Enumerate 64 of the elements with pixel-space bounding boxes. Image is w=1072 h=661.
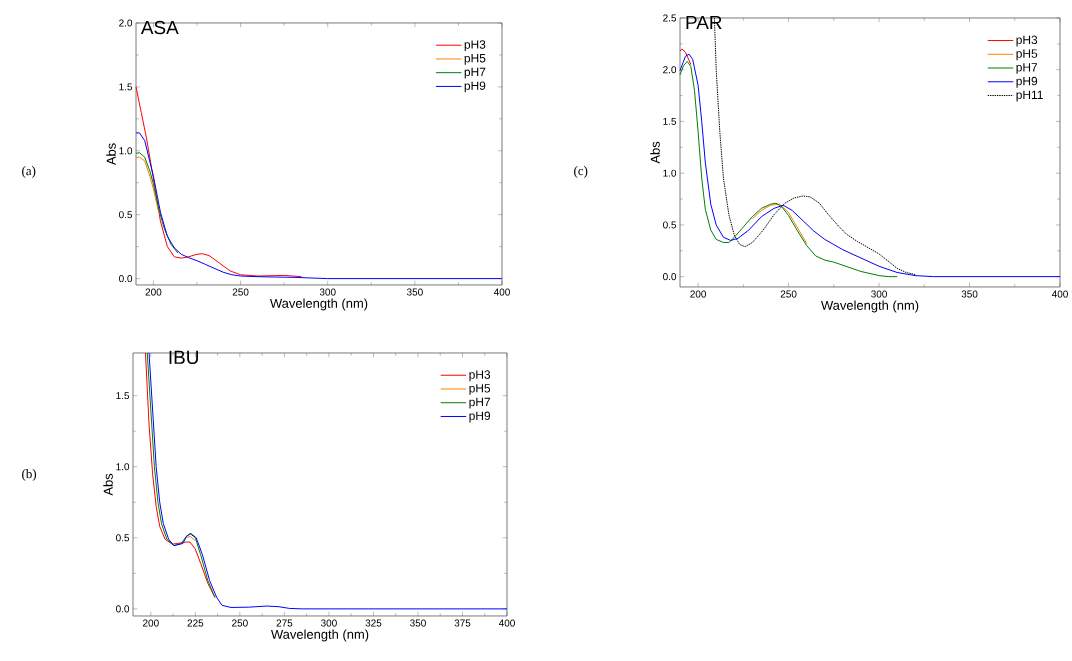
y-tick-label: 1.0	[663, 169, 677, 177]
x-tick-label: 400	[493, 288, 510, 296]
x-axis-title: Wavelength (nm)	[821, 300, 919, 313]
x-tick-label: 250	[232, 619, 248, 627]
line-series	[751, 203, 808, 245]
x-tick-label: 200	[690, 290, 707, 298]
legend-label: pH7	[1016, 63, 1038, 74]
x-tick-label: 250	[780, 290, 797, 298]
y-tick-label: 0.5	[116, 534, 130, 542]
legend-label: pH3	[464, 40, 486, 52]
text: (b)	[22, 469, 37, 481]
legend-label: pH7	[464, 67, 486, 79]
x-axis-title: Wavelength (nm)	[271, 629, 369, 642]
x-tick-label: 400	[498, 619, 515, 627]
legend-label: pH7	[469, 397, 490, 409]
legend-label: pH11	[1016, 90, 1043, 102]
x-tick-label: 225	[187, 619, 204, 627]
y-tick-label: 0.0	[116, 605, 130, 613]
y-tick-label: 0.0	[663, 273, 677, 281]
chart-title: IBU	[169, 350, 198, 365]
chart-title: PAR	[686, 15, 722, 29]
text: (a)	[22, 166, 36, 178]
line-series	[679, 48, 692, 66]
line-series	[135, 86, 303, 278]
x-tick-label: 250	[232, 288, 249, 296]
x-tick-label: 350	[410, 619, 426, 627]
y-tick-label: 2.0	[663, 66, 677, 74]
y-tick-label: 1.5	[663, 117, 677, 125]
x-tick-label: 400	[1051, 290, 1068, 298]
legend-label: pH5	[1016, 49, 1038, 61]
x-tick-label: 300	[320, 619, 337, 627]
legend-label: pH5	[464, 54, 486, 65]
legend-label: pH9	[1016, 76, 1038, 88]
y-tick-label: 0.5	[663, 221, 677, 229]
chart-title: ASA	[140, 20, 179, 35]
x-tick-label: 350	[961, 290, 978, 298]
y-tick-label: 1.5	[119, 83, 133, 91]
y-tick-label: 1.0	[119, 147, 133, 155]
line-series	[135, 156, 160, 213]
y-tick-label: 2.5	[663, 14, 677, 22]
y-tick-label: 0.5	[119, 211, 133, 219]
text: (c)	[574, 166, 588, 178]
x-tick-label: 200	[143, 619, 159, 627]
y-axis-title: Abs	[106, 143, 116, 166]
legend-label: pH3	[469, 370, 491, 382]
x-tick-label: 300	[319, 288, 336, 296]
y-tick-label: 0.0	[119, 275, 133, 283]
legend-label: pH3	[1016, 35, 1038, 47]
y-tick-label: 2.0	[119, 19, 133, 27]
y-axis-title: Abs	[103, 473, 113, 496]
y-axis-title: Abs	[650, 141, 660, 164]
x-tick-label: 375	[454, 619, 471, 627]
x-tick-label: 200	[145, 288, 162, 296]
legend-label: pH9	[464, 81, 486, 93]
x-tick-label: 325	[365, 619, 382, 627]
y-tick-label: 1.0	[116, 463, 130, 471]
y-tick-label: 1.5	[116, 392, 130, 400]
x-tick-label: 350	[406, 288, 423, 296]
x-tick-label: 275	[276, 619, 293, 627]
line-series	[135, 152, 179, 254]
legend-label: pH5	[469, 384, 491, 395]
legend-label: pH9	[469, 411, 491, 423]
x-tick-label: 300	[871, 290, 887, 298]
x-axis-title: Wavelength (nm)	[270, 298, 368, 311]
